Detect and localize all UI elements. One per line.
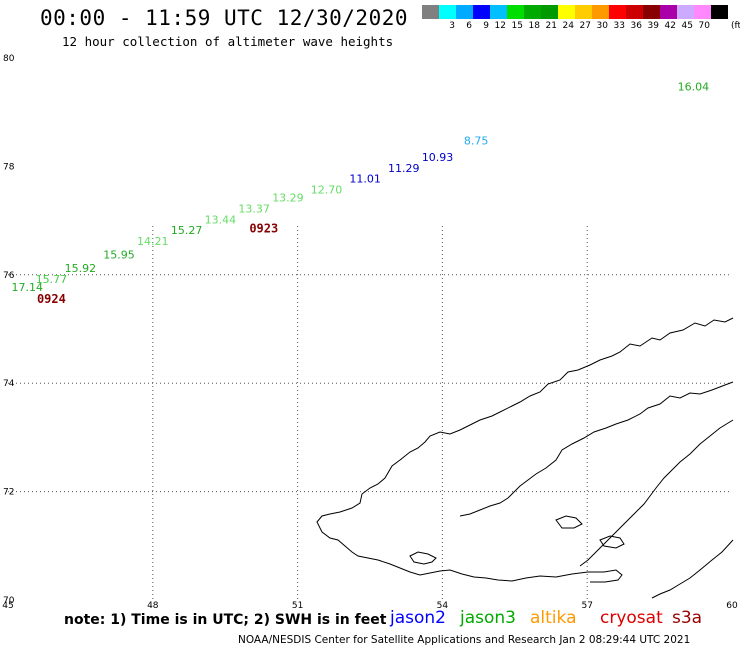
color-scale-label: 27 xyxy=(579,21,591,31)
wave-height-label: 15.77 xyxy=(36,273,68,286)
island-novaya-3 xyxy=(599,535,625,549)
satellite-legend-item: jason2 xyxy=(390,608,446,628)
color-scale-cell xyxy=(558,5,575,19)
wave-height-label: 14.21 xyxy=(137,235,169,248)
color-scale-label: 6 xyxy=(466,21,472,31)
wave-height-label: 10.93 xyxy=(422,151,454,164)
color-scale-label: 12 xyxy=(494,21,506,31)
wave-height-label: 8.75 xyxy=(464,135,489,148)
color-scale-cell xyxy=(592,5,609,19)
island-novaya-1 xyxy=(409,551,437,565)
coastline-east xyxy=(459,381,734,517)
map-grid xyxy=(8,226,732,600)
color-scale-label: 15 xyxy=(511,21,523,31)
color-scale-label: 33 xyxy=(613,21,625,31)
color-scale-label: 70 xyxy=(698,21,710,31)
x-tick-label: 57 xyxy=(581,601,592,611)
color-scale-label: 21 xyxy=(545,21,557,31)
wave-height-label: 12.70 xyxy=(311,184,343,197)
y-tick-label: 76 xyxy=(3,271,15,281)
wave-height-label: 13.44 xyxy=(205,213,237,226)
x-tick-label: 48 xyxy=(147,601,159,611)
color-scale-label: 9 xyxy=(483,21,489,31)
color-scale-label: 18 xyxy=(528,21,540,31)
wave-height-label: 15.95 xyxy=(103,249,135,262)
wave-height-label: 11.01 xyxy=(349,173,381,186)
color-scale-label: 42 xyxy=(664,21,676,31)
color-scale-cell xyxy=(439,5,456,19)
units-note: note: 1) Time is in UTC; 2) SWH is in fe… xyxy=(64,612,387,628)
color-scale-bar xyxy=(422,5,728,19)
satellite-legend-item: jason3 xyxy=(460,608,516,628)
color-scale-cell xyxy=(490,5,507,19)
color-scale-cell xyxy=(473,5,490,19)
coastline-mainland xyxy=(316,317,734,583)
color-scale-cell xyxy=(694,5,711,19)
color-scale-cell xyxy=(422,5,439,19)
coastline-inner xyxy=(579,419,734,567)
color-scale-cell xyxy=(626,5,643,19)
map-title: 00:00 - 11:59 UTC 12/30/2020 xyxy=(40,6,409,30)
color-scale-label: 30 xyxy=(596,21,608,31)
wave-height-label: 15.27 xyxy=(171,224,203,237)
color-scale-cell xyxy=(456,5,473,19)
wave-height-label: 15.92 xyxy=(65,262,97,275)
color-scale-label: 39 xyxy=(647,21,659,31)
satellite-legend-item: s3a xyxy=(672,608,703,628)
map-subtitle: 12 hour collection of altimeter wave hei… xyxy=(62,34,394,49)
coastline-southeast xyxy=(651,539,734,599)
color-scale-cell xyxy=(660,5,677,19)
color-scale-cell xyxy=(643,5,660,19)
color-scale-cell xyxy=(524,5,541,19)
satellite-legend-item: cryosat xyxy=(600,608,663,628)
x-tick-label: 60 xyxy=(726,601,738,611)
y-tick-label: 70 xyxy=(3,596,15,606)
color-scale-cell xyxy=(609,5,626,19)
credit-line: NOAA/NESDIS Center for Satellite Applica… xyxy=(238,634,691,646)
color-scale-cell xyxy=(507,5,524,19)
x-tick-label: 51 xyxy=(292,601,303,611)
x-tick-label: 54 xyxy=(437,601,449,611)
island-novaya-2 xyxy=(555,515,583,529)
x-tick-label: 45 xyxy=(2,601,13,611)
y-tick-label: 78 xyxy=(3,162,15,172)
color-scale-cell xyxy=(711,5,728,19)
y-tick-label: 80 xyxy=(3,54,15,64)
color-scale-unit: (ft) xyxy=(731,21,740,31)
wave-height-label: 13.37 xyxy=(238,202,270,215)
color-scale-label: 24 xyxy=(562,21,574,31)
wave-height-label: 16.04 xyxy=(678,81,710,94)
coastline xyxy=(316,317,734,599)
wave-height-label: 11.29 xyxy=(388,162,420,175)
color-scale-label: 36 xyxy=(630,21,642,31)
color-scale-label: 3 xyxy=(449,21,455,31)
color-scale-cell xyxy=(541,5,558,19)
time-label: 0923 xyxy=(249,222,278,236)
satellite-legend-item: altika xyxy=(530,608,577,628)
wave-height-label: 13.29 xyxy=(272,192,304,205)
axis-labels: 45 48 51 54 57 60 70 72 74 76 78 80 xyxy=(2,54,738,611)
y-tick-label: 72 xyxy=(3,488,14,498)
time-label: 0924 xyxy=(37,292,66,306)
color-scale-cell xyxy=(677,5,694,19)
wave-height-label: 17.14 xyxy=(12,281,44,294)
color-scale-cell xyxy=(575,5,592,19)
y-tick-label: 74 xyxy=(3,379,15,389)
color-scale-label: 45 xyxy=(681,21,693,31)
